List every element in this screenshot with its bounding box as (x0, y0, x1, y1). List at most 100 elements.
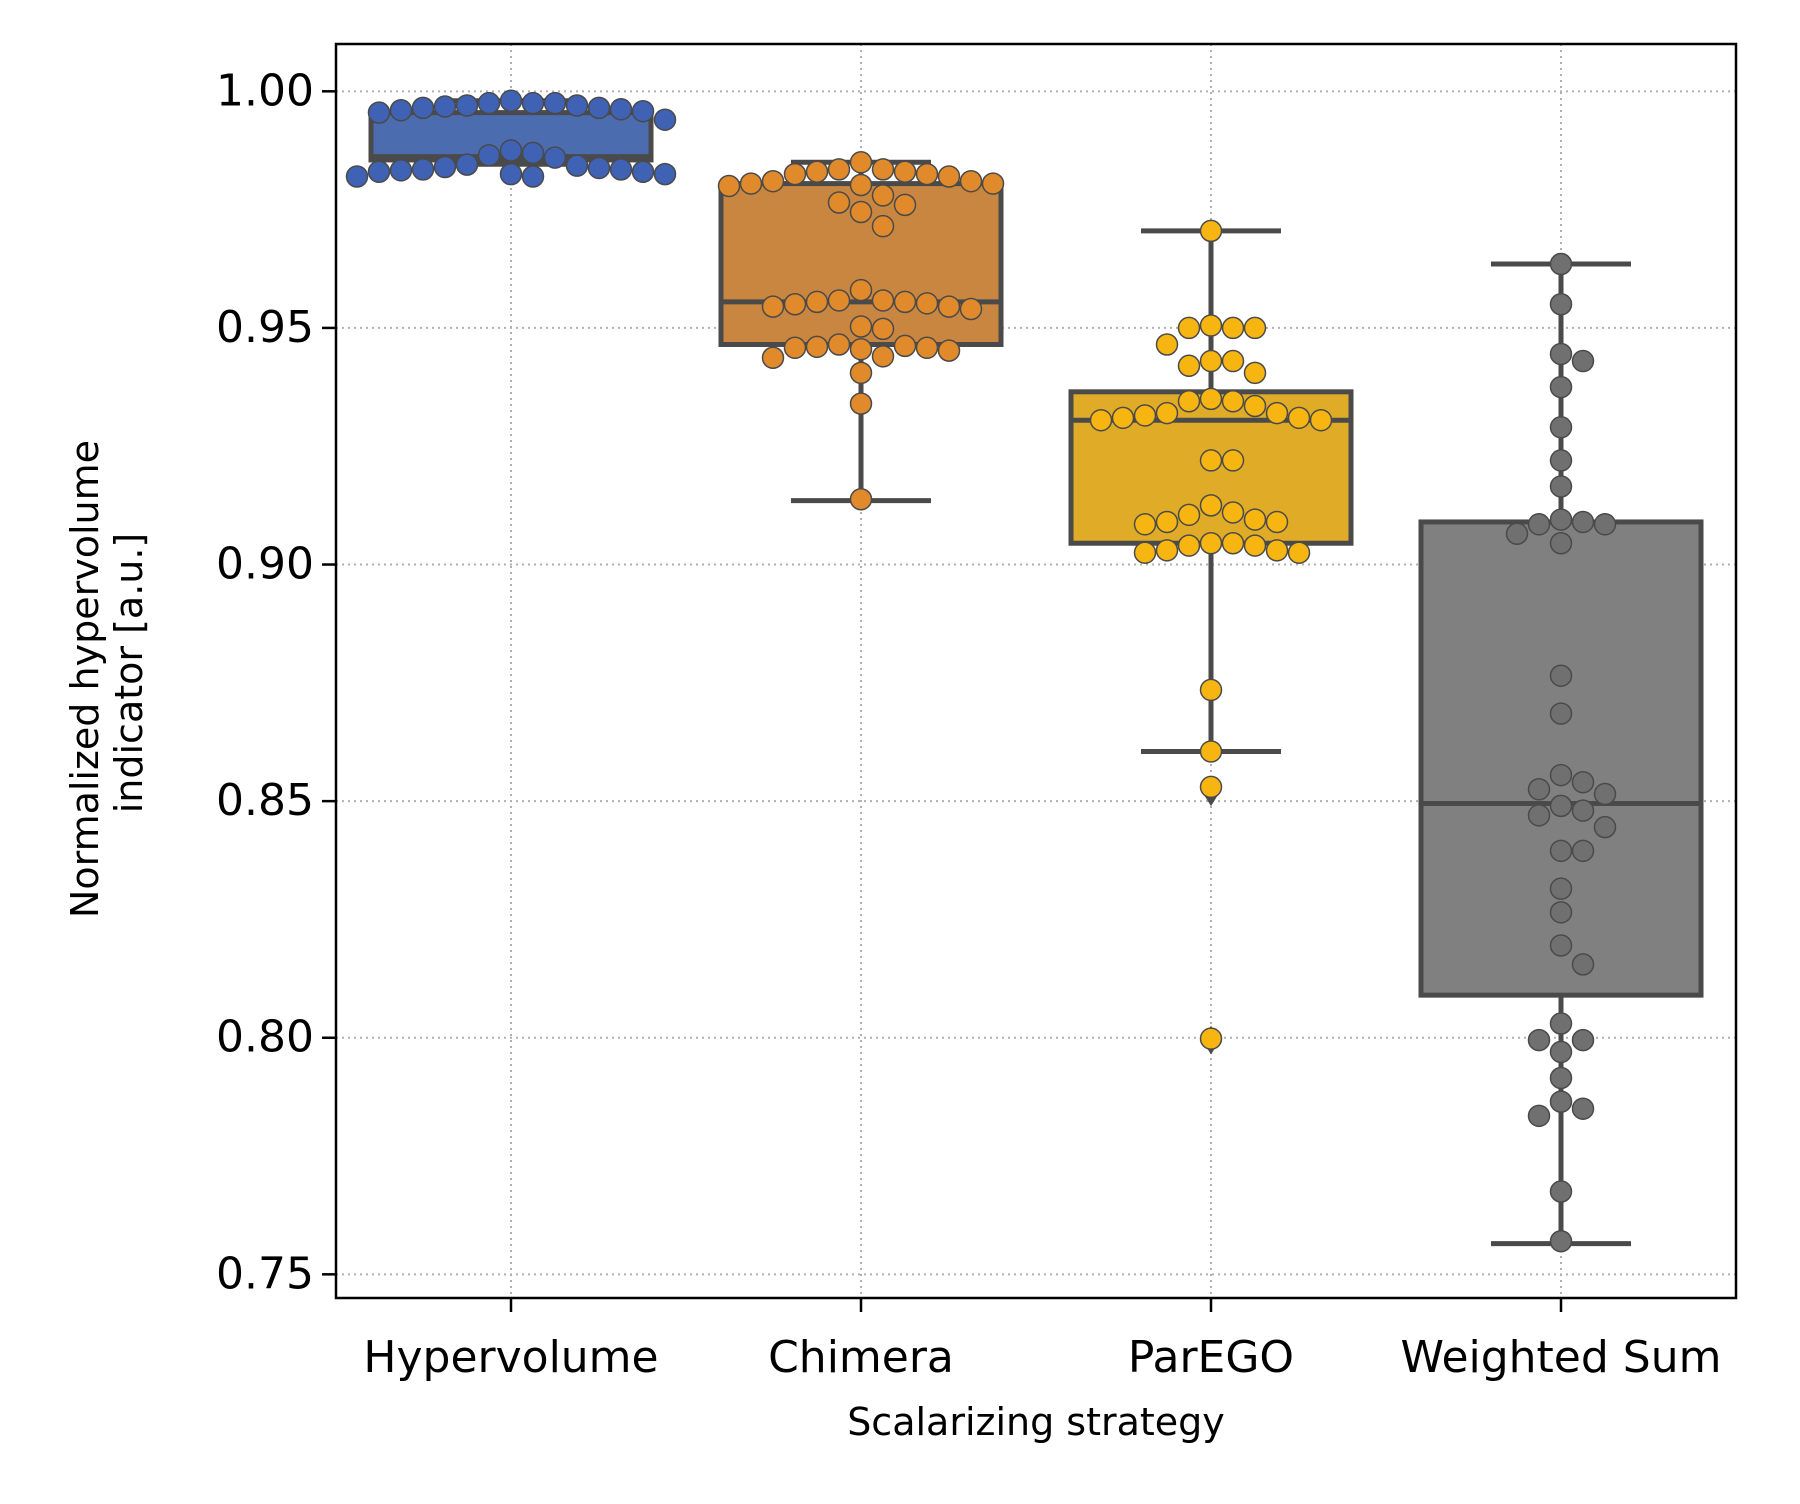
data-point (1199, 387, 1223, 411)
data-point (1549, 531, 1573, 555)
data-point (849, 315, 873, 338)
data-point (1199, 314, 1223, 337)
data-point (1199, 219, 1223, 243)
data-point (805, 335, 829, 359)
data-point (499, 139, 523, 162)
data-point (1593, 782, 1617, 806)
data-point (1243, 316, 1267, 340)
data-point (1221, 349, 1245, 373)
data-point (1155, 333, 1179, 356)
y-tick-label: 0.80 (216, 1012, 314, 1063)
y-axis-label-line-1: Normalized hypervolume (63, 440, 107, 918)
data-point (893, 193, 917, 217)
data-point (1571, 770, 1595, 794)
data-point (631, 160, 655, 184)
data-point (1549, 702, 1573, 725)
data-point (893, 290, 917, 314)
data-point (849, 337, 873, 361)
data-point (1243, 508, 1267, 531)
data-point (1549, 1229, 1573, 1253)
data-point (1549, 293, 1573, 316)
data-point (871, 289, 895, 312)
data-point (761, 295, 785, 318)
y-axis-label: Normalized hypervolume indicator [a.u.] (63, 428, 151, 918)
data-point (783, 293, 807, 316)
data-point (849, 487, 873, 511)
data-point (455, 153, 479, 176)
data-point (1089, 408, 1113, 432)
y-tick-label: 0.75 (216, 1248, 314, 1299)
data-point (783, 336, 807, 360)
data-point (499, 89, 523, 113)
x-axis-label: Scalarizing strategy (847, 1400, 1225, 1444)
data-point (1571, 510, 1595, 534)
data-point (1549, 475, 1573, 498)
swarm-points (345, 89, 1617, 1253)
data-point (761, 346, 785, 369)
x-tick-label: ParEGO (1128, 1332, 1294, 1383)
data-point (827, 289, 851, 312)
data-point (1177, 316, 1201, 340)
data-point (827, 158, 851, 181)
plot-frame (334, 42, 1738, 1300)
iqr-box (368, 110, 654, 163)
data-point (1505, 522, 1529, 546)
data-point (1571, 953, 1595, 976)
data-point (959, 297, 983, 321)
y-tick-label: 0.90 (216, 539, 314, 590)
data-point (1549, 1066, 1573, 1090)
data-point (1287, 406, 1311, 430)
data-point (1133, 404, 1157, 427)
x-tick-label: Weighted Sum (1401, 1332, 1722, 1383)
data-point (893, 334, 917, 358)
data-point (587, 96, 611, 120)
data-point (521, 141, 545, 165)
data-point (1571, 349, 1595, 373)
data-point (1177, 503, 1201, 527)
x-tick-label: Hypervolume (363, 1332, 658, 1383)
data-point (389, 159, 413, 182)
data-point (411, 158, 435, 181)
data-point (1549, 508, 1573, 531)
data-point (1221, 316, 1245, 340)
data-point (1549, 664, 1573, 687)
data-point (609, 158, 633, 181)
data-point (1549, 252, 1573, 276)
data-point (477, 143, 501, 167)
data-point (345, 165, 369, 188)
data-point (1199, 1027, 1223, 1050)
data-point (937, 339, 961, 362)
data-point (1527, 1028, 1551, 1052)
data-point (915, 162, 939, 186)
data-point (1527, 1104, 1551, 1128)
data-point (653, 108, 677, 131)
data-point (1133, 513, 1157, 536)
data-point (1549, 1040, 1573, 1064)
data-point (849, 200, 873, 224)
data-point (631, 99, 655, 123)
data-point (871, 345, 895, 368)
data-point (1155, 510, 1179, 534)
data-point (827, 333, 851, 356)
data-point (1549, 1090, 1573, 1113)
data-point (521, 91, 545, 115)
data-point (1527, 778, 1551, 801)
data-point (1571, 839, 1595, 863)
data-point (1221, 449, 1245, 472)
y-tick-label: 0.85 (216, 775, 314, 826)
y-tick-label: 1.00 (216, 65, 314, 116)
data-point (805, 160, 829, 184)
data-point (1593, 815, 1617, 839)
data-point (1549, 839, 1573, 863)
data-point (1549, 763, 1573, 787)
data-point (1243, 394, 1267, 418)
x-tick-label: Chimera (768, 1332, 954, 1383)
data-point (1221, 501, 1245, 524)
data-point (587, 156, 611, 180)
data-point (455, 94, 479, 117)
data-point (871, 158, 895, 181)
data-point (1549, 416, 1573, 439)
data-point (783, 162, 807, 186)
